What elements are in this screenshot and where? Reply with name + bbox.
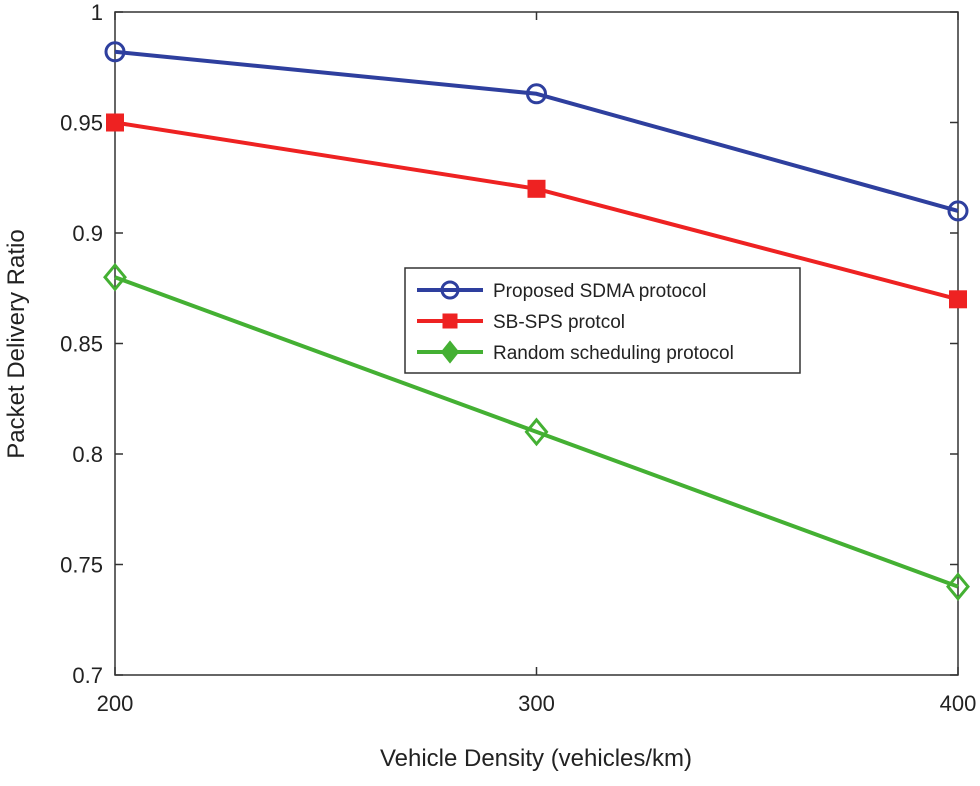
- y-tick-label: 0.95: [60, 111, 103, 136]
- data-point: [526, 83, 547, 105]
- y-tick-label: 0.75: [60, 553, 103, 578]
- y-tick-label: 0.7: [72, 663, 103, 688]
- data-point: [524, 417, 549, 447]
- y-axis-title: Packet Delivery Ratio: [3, 229, 30, 458]
- data-point: [527, 179, 546, 198]
- legend-item: SB-SPS protcol: [417, 312, 625, 333]
- y-tick-label: 0.8: [72, 442, 103, 467]
- series-line: [114, 49, 959, 213]
- series-1: [104, 41, 969, 222]
- data-point: [103, 262, 127, 292]
- y-tick-label: 0.9: [72, 221, 103, 246]
- data-point: [106, 113, 124, 132]
- y-tick-label: 0.85: [60, 332, 103, 357]
- x-tick-label: 300: [518, 691, 555, 716]
- ticks: 200 300 400 0.7 0.75 0.8 0.85 0.9 0.95 1: [60, 0, 976, 716]
- legend: Proposed SDMA protocol SB-SPS protcol Rand…: [404, 267, 801, 374]
- legend-item: Random scheduling protocol: [417, 340, 734, 364]
- x-tick-label: 400: [940, 691, 977, 716]
- legend-item: Proposed SDMA protocol: [417, 280, 706, 302]
- data-point: [949, 290, 967, 309]
- legend-marker: [442, 313, 458, 329]
- data-point: [946, 572, 970, 601]
- series-line: [114, 275, 959, 589]
- series: [103, 41, 970, 601]
- legend-marker: [440, 340, 460, 364]
- y-tick-label: 1: [91, 0, 103, 25]
- legend-label: Proposed SDMA protocol: [493, 281, 706, 302]
- series-2: [106, 113, 967, 309]
- x-axis-title: Vehicle Density (vehicles/km): [380, 745, 692, 772]
- data-point: [104, 41, 126, 63]
- legend-label: Random scheduling protocol: [493, 343, 734, 364]
- legend-label: SB-SPS protcol: [493, 312, 625, 333]
- x-tick-label: 200: [97, 691, 134, 716]
- series-3: [103, 262, 970, 601]
- data-point: [947, 200, 969, 222]
- legend-marker: [440, 280, 460, 300]
